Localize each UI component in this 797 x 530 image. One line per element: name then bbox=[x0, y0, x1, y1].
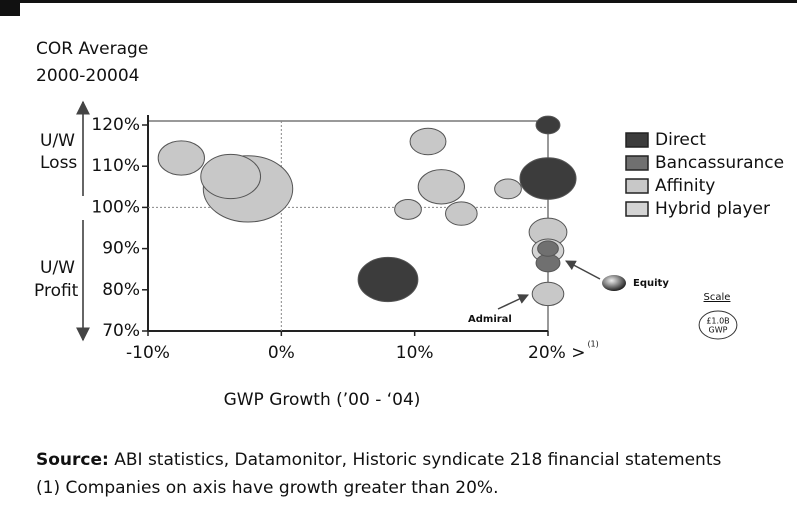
x-tick-label: -10% bbox=[126, 343, 170, 363]
bubble bbox=[445, 201, 478, 226]
y-tick-label: 100% bbox=[91, 197, 140, 217]
annotation: Equity bbox=[633, 278, 669, 289]
bubble bbox=[535, 115, 561, 135]
source-text: ABI statistics, Datamonitor, Historic sy… bbox=[109, 450, 722, 470]
legend-label: Affinity bbox=[655, 176, 715, 196]
equity-arrow bbox=[565, 260, 601, 280]
annotation: Admiral bbox=[468, 314, 512, 325]
source-label: Source: bbox=[36, 450, 109, 470]
bubble bbox=[494, 178, 522, 200]
bubble bbox=[394, 199, 422, 220]
scale-title: Scale bbox=[704, 292, 731, 303]
bubble bbox=[357, 256, 419, 303]
legend-swatch bbox=[625, 132, 649, 148]
bubble bbox=[409, 127, 447, 156]
admiral-arrow bbox=[497, 294, 529, 310]
source: Source: ABI statistics, Datamonitor, His… bbox=[36, 450, 721, 470]
bubble bbox=[417, 169, 465, 205]
legend-label: Hybrid player bbox=[655, 199, 770, 219]
footnote: (1) Companies on axis have growth greate… bbox=[36, 478, 498, 498]
x-tick-label: 0% bbox=[268, 343, 295, 363]
x-tick-note: (1) bbox=[587, 340, 598, 349]
bubble bbox=[519, 157, 577, 200]
bubble bbox=[531, 281, 565, 307]
legend-swatch bbox=[625, 178, 649, 194]
legend-label: Direct bbox=[655, 130, 706, 150]
bubble bbox=[535, 253, 561, 273]
legend-label: Bancassurance bbox=[655, 153, 784, 173]
bubble bbox=[537, 240, 559, 257]
scale-line: GWP bbox=[709, 326, 728, 335]
y-tick-label: 90% bbox=[102, 239, 140, 259]
x-tick-label: 20% > bbox=[528, 343, 585, 363]
y-tick-label: 70% bbox=[102, 321, 140, 341]
y-group-label: Profit bbox=[34, 281, 79, 301]
scale-bubble bbox=[698, 310, 738, 340]
bubble bbox=[157, 140, 205, 176]
equity-icon bbox=[602, 275, 626, 291]
y-group-label: U/W bbox=[40, 131, 75, 151]
y-group-label: Loss bbox=[40, 153, 77, 173]
x-axis-label: GWP Growth (’00 - ‘04) bbox=[224, 390, 421, 410]
title-line: 2000-20004 bbox=[36, 66, 139, 86]
y-tick-label: 80% bbox=[102, 280, 140, 300]
y-group-label: U/W bbox=[40, 258, 75, 278]
x-tick-label: 10% bbox=[396, 343, 434, 363]
bubble bbox=[200, 153, 262, 200]
legend-swatch bbox=[625, 155, 649, 171]
legend-swatch bbox=[625, 201, 649, 217]
corner-tab bbox=[0, 0, 20, 16]
y-tick-label: 120% bbox=[91, 115, 140, 135]
y-tick-label: 110% bbox=[91, 156, 140, 176]
scale-line: £1.0B bbox=[706, 317, 729, 326]
title-line: COR Average bbox=[36, 39, 148, 59]
